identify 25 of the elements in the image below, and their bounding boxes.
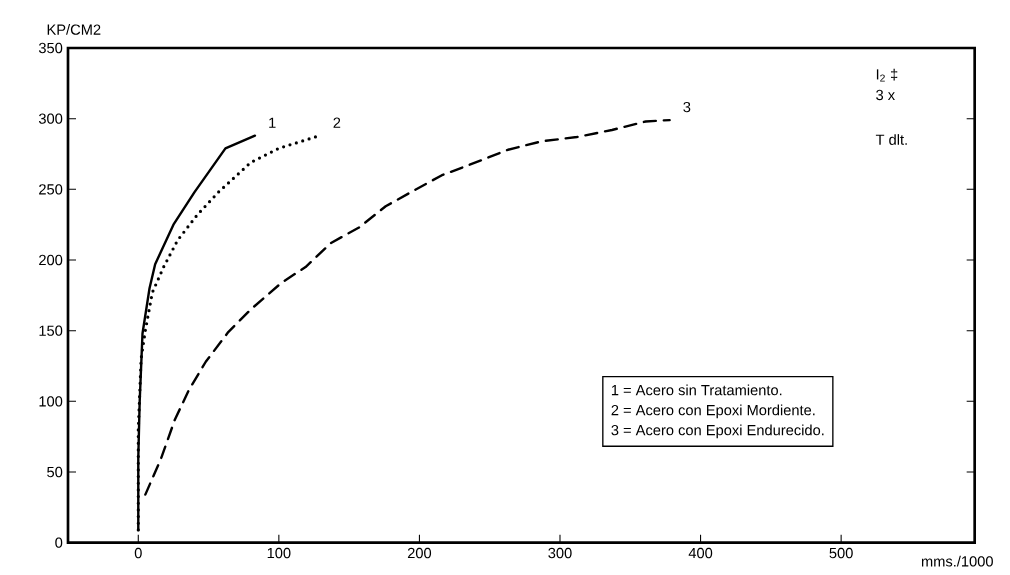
annotation: T dlt. — [875, 134, 907, 145]
series-label: 1 — [269, 117, 276, 128]
x-tick-label: 300 — [548, 547, 572, 559]
annotation: I$_{2}$ ‡ — [876, 68, 898, 82]
y-tick-label: 0 — [55, 537, 63, 548]
annotation: 2 = Acero con Epoxi Mordiente. — [611, 404, 815, 419]
y-tick-label: 300 — [38, 113, 63, 124]
x-tick-label: 200 — [407, 547, 432, 559]
x-axis-title: mms./1000 — [921, 555, 993, 567]
series-label: 2 — [333, 117, 341, 128]
series-label: 3 — [683, 101, 691, 113]
x-tick-label: 0 — [134, 547, 142, 559]
annotation: 3 x — [876, 89, 895, 101]
x-tick-label: 100 — [267, 547, 291, 559]
x-tick-label: 400 — [688, 547, 713, 559]
x-tick-label: 500 — [829, 547, 853, 559]
y-tick-label: 350 — [38, 42, 63, 54]
y-tick-label: 50 — [47, 466, 63, 478]
y-tick-label: 200 — [39, 254, 63, 266]
y-tick-label: 100 — [39, 396, 63, 407]
y-tick-label: 150 — [39, 325, 63, 336]
y-axis-title: KP/CM2 — [47, 24, 101, 35]
y-tick-label: 250 — [39, 184, 63, 195]
annotation: 1 = Acero sin Tratamiento. — [611, 384, 782, 396]
annotation: 3 = Acero con Epoxi Endurecido. — [611, 424, 824, 439]
